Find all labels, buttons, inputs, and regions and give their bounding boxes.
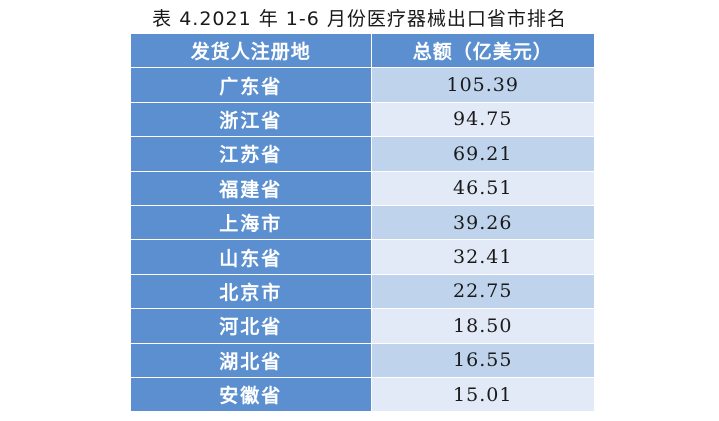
table-row: 湖北省 16.55: [131, 343, 594, 378]
table-caption: 表 4.2021 年 1-6 月份医疗器械出口省市排名: [152, 8, 567, 30]
value-cell: 69.21: [371, 136, 594, 172]
table-row: 河北省 18.50: [131, 308, 594, 344]
value-cell: 39.26: [371, 205, 594, 241]
header-total: 总额（亿美元）: [371, 34, 594, 69]
value-cell: 94.75: [371, 102, 594, 138]
table-row: 安徽省 15.01: [131, 377, 594, 413]
value-cell: 15.01: [371, 377, 594, 413]
region-cell: 浙江省: [131, 102, 372, 138]
table-row: 北京市 22.75: [131, 274, 594, 310]
value-cell: 32.41: [371, 239, 594, 275]
region-cell: 山东省: [131, 239, 372, 275]
table-row: 上海市 39.26: [131, 205, 594, 241]
table-row: 福建省 46.51: [131, 171, 594, 206]
value-cell: 46.51: [371, 171, 594, 206]
region-cell: 安徽省: [131, 377, 372, 413]
region-cell: 北京市: [131, 274, 372, 310]
header-region: 发货人注册地: [131, 34, 372, 69]
region-cell: 江苏省: [131, 136, 372, 172]
region-cell: 河北省: [131, 308, 372, 344]
value-cell: 18.50: [371, 308, 594, 344]
table-header-row: 发货人注册地 总额（亿美元）: [131, 34, 594, 69]
value-cell: 16.55: [371, 343, 594, 378]
value-cell: 22.75: [371, 274, 594, 310]
region-cell: 湖北省: [131, 343, 372, 378]
region-cell: 广东省: [131, 67, 372, 103]
table-row: 江苏省 69.21: [131, 136, 594, 172]
region-cell: 上海市: [131, 205, 372, 241]
region-cell: 福建省: [131, 171, 372, 206]
export-ranking-table: 发货人注册地 总额（亿美元） 广东省 105.39 浙江省 94.75 江苏省 …: [131, 34, 594, 413]
table-row: 广东省 105.39: [131, 67, 594, 103]
table-row: 山东省 32.41: [131, 239, 594, 275]
value-cell: 105.39: [371, 67, 594, 103]
table-row: 浙江省 94.75: [131, 102, 594, 138]
